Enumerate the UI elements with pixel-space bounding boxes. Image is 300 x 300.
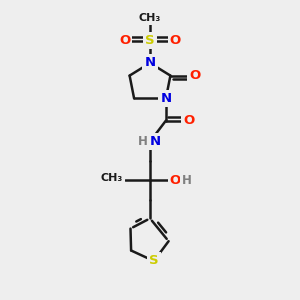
Text: O: O — [119, 34, 130, 47]
Text: N: N — [144, 56, 156, 70]
Text: H: H — [138, 135, 147, 148]
Text: H: H — [182, 173, 192, 187]
Text: O: O — [183, 114, 195, 127]
Text: CH₃: CH₃ — [101, 172, 123, 183]
Text: N: N — [160, 92, 172, 105]
Text: O: O — [189, 69, 201, 82]
Text: N: N — [150, 135, 161, 148]
Text: S: S — [149, 254, 159, 268]
Text: O: O — [170, 173, 181, 187]
Text: S: S — [145, 34, 155, 47]
Text: O: O — [170, 34, 181, 47]
Text: CH₃: CH₃ — [139, 13, 161, 23]
